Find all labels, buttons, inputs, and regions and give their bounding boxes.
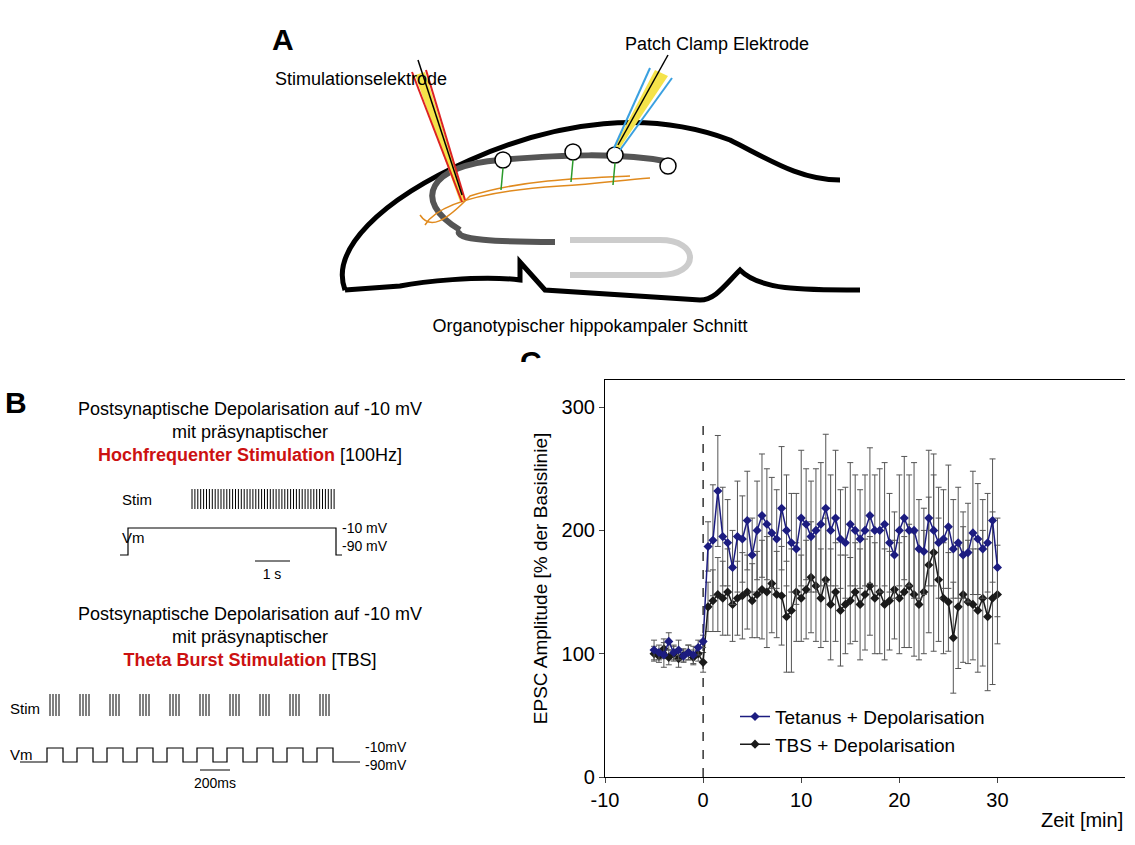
svg-text:200ms: 200ms [194, 775, 236, 791]
svg-text:Tetanus + Depolarisation: Tetanus + Depolarisation [775, 707, 985, 728]
svg-text:Vm: Vm [122, 529, 145, 546]
svg-text:-10 mV: -10 mV [342, 520, 388, 536]
svg-text:Organotypischer hippokampaler: Organotypischer hippokampaler Schnitt [432, 316, 747, 336]
svg-text:Stim: Stim [10, 700, 40, 717]
svg-text:Patch Clamp Elektrode: Patch Clamp Elektrode [625, 34, 809, 54]
svg-text:-90 mV: -90 mV [342, 538, 388, 554]
svg-text:TBS + Depolarisation: TBS + Depolarisation [775, 735, 955, 756]
svg-text:0: 0 [584, 766, 595, 788]
svg-text:mit präsynaptischer: mit präsynaptischer [172, 422, 328, 442]
html-text:C: C [520, 345, 542, 378]
svg-text:0: 0 [698, 789, 709, 811]
svg-text:Vm: Vm [10, 746, 33, 763]
svg-text:-90mV: -90mV [365, 757, 407, 773]
svg-text:Postsynaptische Depolarisation: Postsynaptische Depolarisation auf -10 m… [78, 604, 422, 624]
svg-text:Hochfrequenter Stimulation [10: Hochfrequenter Stimulation [100Hz] [98, 445, 402, 465]
svg-text:200: 200 [562, 519, 595, 541]
svg-text:20: 20 [888, 789, 910, 811]
svg-text:100: 100 [562, 643, 595, 665]
svg-text:Stim: Stim [122, 491, 152, 508]
svg-text:-10mV: -10mV [365, 739, 407, 755]
svg-text:300: 300 [562, 396, 595, 418]
svg-text:A: A [272, 23, 294, 56]
svg-text:30: 30 [986, 789, 1008, 811]
svg-text:Stimulationselektrode: Stimulationselektrode [275, 69, 447, 89]
svg-text:EPSC Amplitude [% der Basislin: EPSC Amplitude [% der Basislinie] [530, 433, 551, 724]
svg-text:Postsynaptische Depolarisation: Postsynaptische Depolarisation auf -10 m… [78, 399, 422, 419]
svg-text:-10: -10 [591, 789, 620, 811]
svg-text:1 s: 1 s [263, 566, 282, 582]
svg-text:mit präsynaptischer: mit präsynaptischer [172, 627, 328, 647]
svg-text:B: B [5, 386, 27, 419]
svg-text:Zeit [min]: Zeit [min] [1041, 809, 1123, 831]
svg-text:Theta Burst Stimulation [TBS]: Theta Burst Stimulation [TBS] [123, 650, 376, 670]
svg-text:10: 10 [790, 789, 812, 811]
